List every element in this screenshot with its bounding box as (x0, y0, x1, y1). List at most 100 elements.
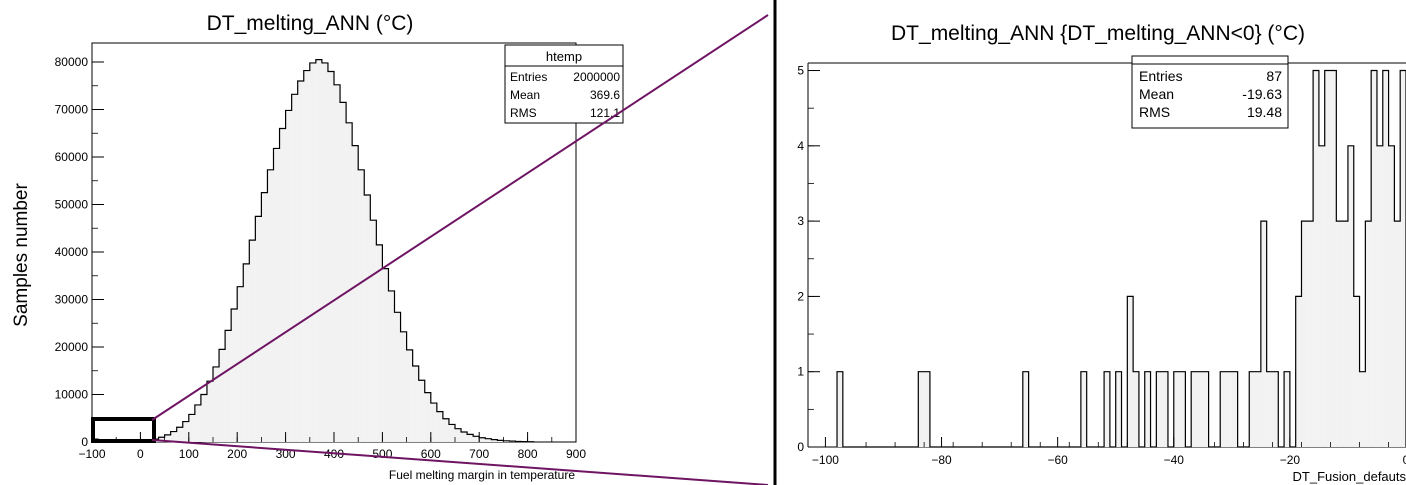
right-bin-0 (837, 371, 843, 447)
left-bin-67 (497, 440, 504, 442)
right-bin-39 (1371, 70, 1377, 447)
left-stats-box: htemp Entries 2000000 Mean 369.6 RMS 121… (504, 44, 624, 124)
left-y-ticks: 0 10000 20000 30000 40000 50000 60000 70000 8000… (55, 55, 104, 449)
left-bin-34 (297, 81, 304, 442)
right-bin-34 (1342, 221, 1348, 447)
left-bin-39 (327, 71, 334, 442)
right-chart: DT_melting_ANN {DT_melting_ANN<0} (°C) −… (797, 22, 1406, 484)
left-stats-rms-label: RMS (510, 106, 537, 120)
right-bin-22 (1260, 221, 1267, 447)
left-y-tick-label: 70000 (55, 103, 89, 117)
left-bin-16 (188, 414, 195, 442)
left-bin-40 (334, 84, 341, 443)
right-stats-mean-value: -19.63 (1242, 86, 1282, 102)
right-bin-44 (1400, 70, 1406, 447)
left-bin-22 (225, 330, 232, 442)
left-bin-26 (249, 240, 256, 442)
right-bin-38 (1365, 221, 1372, 447)
left-stats-name: htemp (546, 49, 582, 64)
right-stats-rms-value: 19.48 (1247, 104, 1282, 120)
right-y-tick-label: 1 (797, 365, 804, 379)
right-bin-40 (1376, 145, 1383, 447)
left-bin-19 (206, 381, 213, 442)
left-bin-31 (279, 128, 286, 442)
left-bin-64 (479, 437, 486, 442)
left-bin-32 (285, 110, 292, 442)
left-bin-53 (412, 366, 419, 442)
left-stats-entries-value: 2000000 (573, 70, 620, 84)
right-x-tick-label: −20 (1280, 453, 1301, 467)
right-bin-5 (1104, 371, 1110, 447)
right-bin-37 (1359, 371, 1366, 447)
right-y-tick-label: 3 (797, 214, 804, 228)
left-stats-rms-value: 121.1 (590, 106, 620, 120)
left-bin-65 (485, 438, 492, 442)
right-bin-15 (1196, 371, 1203, 447)
left-y-tick-label: 60000 (55, 150, 89, 164)
left-bin-14 (176, 427, 183, 442)
left-bin-48 (382, 268, 389, 442)
left-bin-55 (424, 392, 431, 442)
left-bin-23 (231, 309, 238, 442)
left-bin-24 (237, 286, 244, 442)
right-bin-23 (1266, 371, 1273, 447)
right-histogram-outline (836, 69, 1406, 448)
left-bin-35 (303, 70, 310, 443)
right-bin-1 (918, 371, 925, 447)
right-bin-25 (1284, 371, 1290, 447)
right-bin-21 (1255, 371, 1261, 447)
right-bin-14 (1191, 371, 1197, 447)
left-y-tick-label: 20000 (55, 340, 89, 354)
right-bin-20 (1249, 371, 1256, 447)
left-y-tick-label: 40000 (55, 245, 89, 259)
right-x-tick-label: 0 (1403, 453, 1406, 467)
right-x-axis-label: DT_Fusion_defauts (1293, 469, 1406, 484)
left-bin-56 (430, 403, 437, 442)
left-y-tick-label: 10000 (55, 388, 89, 402)
left-bin-41 (340, 102, 347, 442)
right-x-ticks: −100 −80 −60 −40 −20 0 (807, 437, 1406, 467)
right-bin-7 (1127, 296, 1134, 447)
left-y-tick-label: 50000 (55, 198, 89, 212)
zoom-connector-upper (151, 14, 769, 421)
left-y-tick-label: 0 (81, 435, 88, 449)
right-bin-32 (1330, 70, 1337, 447)
right-stats-mean-label: Mean (1139, 86, 1174, 102)
zoom-connector-lower (151, 439, 769, 485)
right-y-tick-label: 4 (797, 139, 804, 153)
right-title: DT_melting_ANN {DT_melting_ANN<0} (°C) (891, 22, 1305, 45)
right-bin-27 (1301, 221, 1308, 447)
left-bin-58 (442, 418, 449, 442)
right-bin-4 (1080, 371, 1087, 447)
zoom-region-box (91, 417, 156, 443)
right-x-tick-label: −40 (1164, 453, 1185, 467)
left-histogram-outline (91, 59, 535, 443)
left-bin-42 (346, 122, 353, 443)
left-bin-43 (352, 145, 359, 442)
left-x-tick-label: 800 (518, 447, 538, 461)
right-bars (836, 69, 1406, 448)
left-bin-15 (182, 421, 189, 442)
left-bin-11 (158, 437, 165, 442)
left-title: DT_melting_ANN (°C) (207, 12, 414, 35)
right-bin-41 (1382, 70, 1389, 447)
left-y-axis-label: Samples number (11, 183, 32, 327)
left-bin-20 (213, 366, 220, 442)
right-bin-33 (1336, 221, 1343, 447)
left-bin-51 (400, 331, 407, 442)
right-y-ticks: 0 1 2 3 4 5 (797, 64, 820, 454)
left-chart: DT_melting_ANN (°C) Samples number −100 0… (11, 12, 624, 482)
left-bin-13 (170, 431, 177, 442)
right-stats-entries-label: Entries (1139, 68, 1183, 84)
left-bin-29 (267, 169, 274, 442)
left-bin-47 (376, 244, 383, 442)
right-bin-17 (1220, 371, 1227, 447)
left-bin-25 (243, 263, 250, 442)
right-bin-29 (1313, 70, 1319, 447)
right-bin-6 (1115, 371, 1122, 447)
right-bin-16 (1202, 371, 1209, 447)
right-stats-entries-value: 87 (1266, 68, 1282, 84)
left-bin-63 (473, 436, 480, 442)
left-bin-60 (455, 428, 462, 442)
